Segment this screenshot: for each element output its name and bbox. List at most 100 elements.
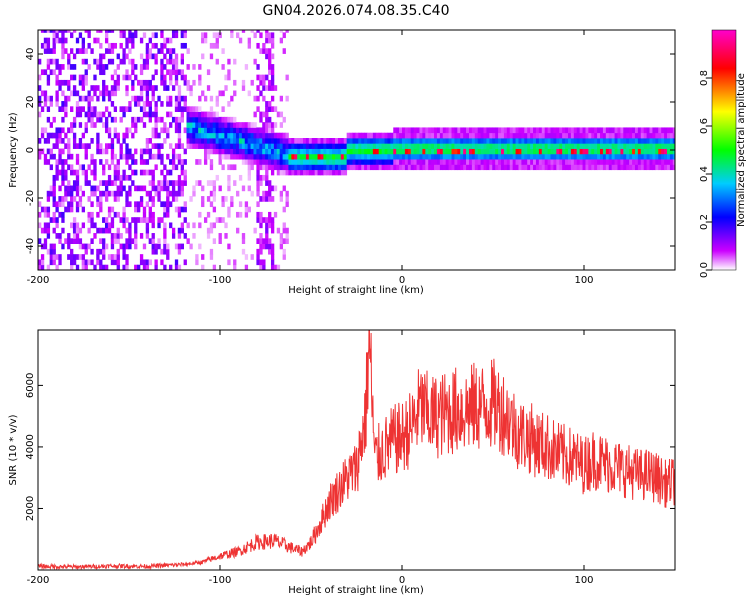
- spectrogram-cell: [439, 159, 444, 165]
- spectrogram-cell: [218, 217, 222, 223]
- spectrogram-cell: [276, 143, 281, 149]
- spectrogram-cell: [99, 206, 103, 213]
- spectrogram-cell: [270, 122, 275, 128]
- spectrogram-cell: [501, 148, 505, 155]
- spectrogram-cell: [250, 30, 254, 33]
- spectrogram-cell: [174, 122, 179, 128]
- spectrogram-cell: [256, 174, 260, 181]
- spectrogram-cell: [233, 180, 237, 186]
- spectrogram-cell: [186, 106, 190, 112]
- spectrogram-cell: [119, 153, 123, 160]
- spectrogram-cell: [471, 148, 476, 155]
- spectrogram-cell: [466, 143, 470, 149]
- spectrogram-cell: [218, 185, 222, 192]
- spectrogram-cell: [102, 148, 106, 155]
- spectrogram-cell: [55, 169, 59, 176]
- spectrogram-cell: [634, 148, 639, 155]
- spectrogram-cell: [614, 153, 618, 160]
- spectrogram-cell: [90, 138, 94, 144]
- spectrogram-cell: [495, 164, 499, 171]
- spectrogram-cell: [579, 164, 583, 171]
- spectrogram-cell: [58, 138, 62, 144]
- spectrogram-cell: [102, 79, 106, 86]
- spectrogram-cell: [570, 159, 575, 165]
- spectrogram-cell: [364, 148, 368, 155]
- spectrogram-cell: [372, 153, 377, 160]
- spectrogram-cell: [75, 101, 80, 107]
- spectrogram-cell: [527, 143, 531, 149]
- spectrogram-cell: [163, 79, 167, 86]
- spectrogram-cell: [256, 217, 260, 223]
- spectrogram-cell: [335, 159, 339, 165]
- spectrogram-cell: [259, 90, 263, 97]
- spectrogram-cell: [320, 169, 324, 176]
- spectrogram-cell: [669, 143, 674, 149]
- spectrogram-cell: [107, 30, 112, 33]
- spectrogram-cell: [151, 53, 155, 60]
- spectrogram-cell: [565, 138, 569, 144]
- spectrogram-cell: [221, 132, 225, 139]
- spectrogram-cell: [567, 148, 572, 155]
- spectrogram-cell: [81, 254, 85, 260]
- spectrogram-cell: [177, 138, 182, 144]
- spectrogram-cell: [90, 169, 94, 176]
- spectrogram-cell: [466, 153, 470, 160]
- spectrogram-cell: [154, 243, 158, 250]
- spectrogram-cell: [273, 148, 278, 155]
- spectrogram-cell: [294, 153, 298, 160]
- spectrogram-cell: [273, 153, 278, 160]
- spectrogram-cell: [375, 148, 380, 155]
- spectrogram-cell: [186, 111, 190, 118]
- spectrogram-cell: [201, 53, 205, 60]
- spectrogram-cell: [192, 111, 196, 118]
- spectrogram-cell: [236, 143, 240, 149]
- spectrogram-cell: [250, 148, 254, 155]
- spectrogram-cell: [241, 153, 246, 160]
- spectrogram-cell: [291, 143, 295, 149]
- spectrogram-cell: [637, 132, 642, 139]
- spectrogram-cell: [110, 74, 115, 81]
- spectrogram-cell: [428, 164, 432, 171]
- spectrogram-cell: [503, 159, 508, 165]
- spectrogram-cell: [180, 206, 184, 213]
- spectrogram-cell: [489, 153, 493, 160]
- x-tick-label: -100: [209, 575, 232, 586]
- spectrogram-cell: [99, 201, 103, 208]
- spectrogram-cell: [390, 153, 394, 160]
- spectrogram-cell: [218, 116, 222, 123]
- spectrogram-cell: [530, 164, 534, 171]
- spectrogram-cell: [241, 185, 246, 192]
- spectrogram-cell: [131, 69, 135, 76]
- spectrogram-cell: [594, 132, 598, 139]
- spectrogram-cell: [163, 238, 167, 244]
- spectrogram-cell: [70, 64, 74, 70]
- spectrogram-cell: [297, 159, 301, 165]
- spectrogram-cell: [49, 153, 53, 160]
- spectrogram-cell: [104, 185, 109, 192]
- spectrogram-cell: [52, 211, 56, 218]
- spectrogram-cell: [233, 79, 237, 86]
- spectrogram-cell: [84, 174, 88, 181]
- spectrogram-cell: [166, 169, 170, 176]
- spectrogram-cell: [471, 138, 476, 144]
- spectrogram-cell: [573, 127, 578, 134]
- spectrogram-cell: [131, 58, 135, 65]
- spectrogram-cell: [247, 90, 251, 97]
- spectrogram-cell: [122, 185, 126, 192]
- spectrogram-cell: [538, 143, 543, 149]
- spectrogram-cell: [137, 95, 141, 102]
- spectrogram-cell: [160, 169, 164, 176]
- spectrogram-cell: [78, 32, 83, 39]
- spectrogram-cell: [61, 106, 65, 112]
- spectrogram-cell: [527, 153, 531, 160]
- spectrogram-cell: [148, 238, 152, 244]
- spectrogram-cell: [198, 116, 202, 123]
- spectrogram-cell: [38, 58, 42, 65]
- spectrogram-cell: [113, 90, 118, 97]
- spectrogram-cell: [535, 127, 540, 134]
- spectrogram-cell: [104, 106, 109, 112]
- spectrogram-cell: [64, 196, 68, 202]
- spectrogram-cell: [221, 122, 225, 128]
- spectrogram-cell: [116, 164, 120, 171]
- spectrogram-cell: [343, 159, 348, 165]
